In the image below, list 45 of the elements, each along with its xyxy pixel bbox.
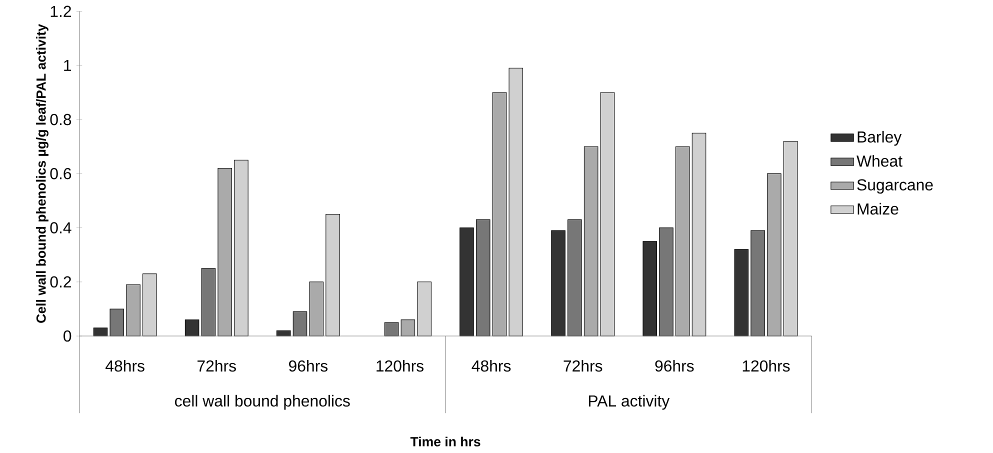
bar [93, 328, 108, 336]
y-axis-title: Cell wall bound phenolics µg/g leaf/PAL activity [36, 24, 48, 323]
legend-label: Wheat [856, 155, 902, 167]
bar [600, 92, 615, 336]
x-tick-label: 48hrs [472, 360, 511, 372]
y-tick-label: 0 [64, 330, 72, 342]
bar [309, 282, 324, 336]
bar [783, 140, 798, 336]
legend-label: Barley [858, 130, 902, 146]
legend-label: Sugarcane [857, 179, 933, 194]
x-tick-label: 96hrs [289, 360, 328, 372]
x-tick-label: 48hrs [106, 360, 144, 372]
bar [184, 320, 200, 336]
bar [492, 92, 507, 336]
bar [142, 274, 157, 336]
y-tick-label: 0.6 [50, 168, 72, 180]
x-tick-label: 72hrs [198, 360, 236, 372]
y-tick-label: 1.2 [50, 6, 71, 17]
x-tick-label: 120hrs [376, 360, 424, 372]
bar [326, 214, 340, 336]
bar [234, 160, 248, 336]
bar [417, 282, 432, 336]
bar [675, 146, 690, 336]
x-tick-label: 96hrs [655, 360, 694, 372]
bar [126, 284, 140, 336]
bar [767, 173, 782, 336]
bar [400, 320, 416, 336]
bar [460, 228, 474, 336]
bar [584, 146, 598, 336]
bar [642, 241, 657, 336]
y-tick-label: 0.8 [50, 114, 72, 126]
legend-label: Maize [858, 202, 898, 215]
x-tick-label: 72hrs [564, 360, 602, 372]
bar [692, 132, 706, 336]
y-tick-label: 0.4 [50, 222, 72, 234]
y-tick-label: 1 [64, 60, 71, 71]
bar [734, 249, 749, 336]
y-tick-label: 0.2 [50, 276, 71, 288]
bar [218, 168, 232, 336]
bar [508, 68, 524, 336]
x-axis-title: Time in hrs [410, 436, 480, 446]
x-tick-label: 120hrs [742, 360, 790, 372]
text: PAL activity [588, 394, 670, 410]
bar [551, 230, 566, 336]
text: cell wall bound phenolics [175, 394, 350, 410]
